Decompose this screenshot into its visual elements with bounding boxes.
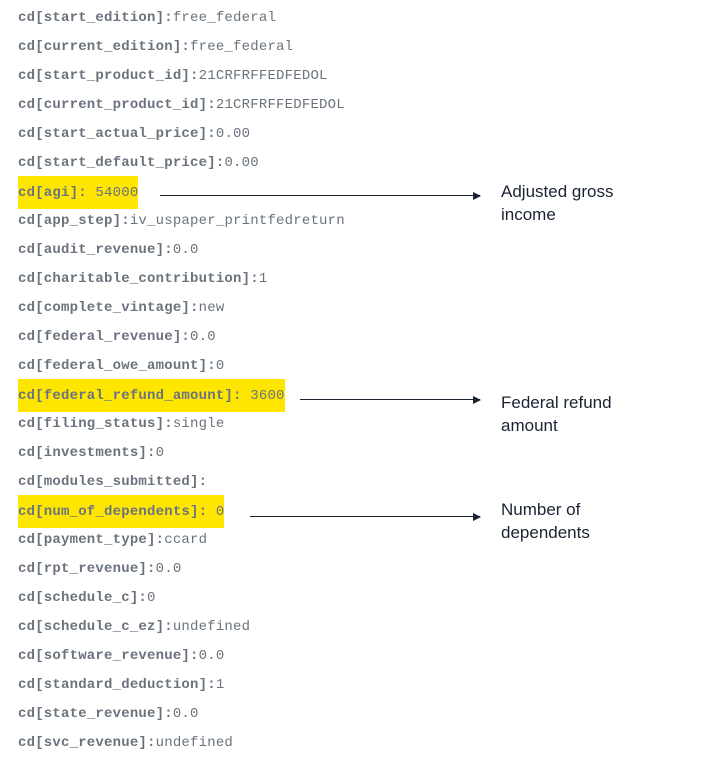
code-row: cd[federal_refund_amount]: 3600 <box>18 381 721 410</box>
code-row: cd[start_edition]: free_federal <box>18 4 721 33</box>
code-key: cd[federal_revenue]: <box>18 323 190 352</box>
code-row: cd[payment_type]: ccard <box>18 526 721 555</box>
code-row: cd[current_edition]: free_federal <box>18 33 721 62</box>
code-row: cd[schedule_c]: 0 <box>18 584 721 613</box>
code-value: single <box>173 410 225 439</box>
code-key: cd[state_revenue]: <box>18 700 173 729</box>
highlighted-entry: cd[num_of_dependents]: 0 <box>18 495 224 528</box>
code-value: 0 <box>147 584 156 613</box>
code-value: free_federal <box>190 33 293 62</box>
code-key: cd[software_revenue]: <box>18 642 199 671</box>
code-key: cd[investments]: <box>18 439 156 468</box>
code-row: cd[complete_vintage]: new <box>18 294 721 323</box>
code-key: cd[app_step]: <box>18 207 130 236</box>
code-row: cd[filing_status]: single <box>18 410 721 439</box>
code-value: undefined <box>156 729 233 758</box>
code-key: cd[current_edition]: <box>18 33 190 62</box>
code-value: free_federal <box>173 4 276 33</box>
code-row: cd[modules_submitted]: <box>18 468 721 497</box>
code-value: new <box>199 294 225 323</box>
code-key: cd[federal_refund_amount]: <box>18 388 242 404</box>
code-key: cd[standard_deduction]: <box>18 671 216 700</box>
code-value: iv_uspaper_printfedreturn <box>130 207 345 236</box>
code-key: cd[charitable_contribution]: <box>18 265 259 294</box>
code-key: cd[current_product_id]: <box>18 91 216 120</box>
code-row: cd[federal_owe_amount]: 0 <box>18 352 721 381</box>
code-value: 0.0 <box>173 236 199 265</box>
code-value: undefined <box>173 613 250 642</box>
code-row: cd[standard_deduction]: 1 <box>18 671 721 700</box>
highlighted-entry: cd[federal_refund_amount]: 3600 <box>18 379 285 412</box>
code-row: cd[svc_revenue]: undefined <box>18 729 721 758</box>
code-key: cd[agi]: <box>18 185 87 201</box>
code-value: 0 <box>216 352 225 381</box>
code-row: cd[app_step]: iv_uspaper_printfedreturn <box>18 207 721 236</box>
code-key: cd[payment_type]: <box>18 526 164 555</box>
code-row: cd[start_actual_price]: 0.00 <box>18 120 721 149</box>
code-key: cd[federal_owe_amount]: <box>18 352 216 381</box>
code-value: 0 <box>156 439 165 468</box>
code-row: cd[audit_revenue]: 0.0 <box>18 236 721 265</box>
code-key: cd[svc_revenue]: <box>18 729 156 758</box>
code-value: 0.0 <box>190 323 216 352</box>
code-row: cd[federal_revenue]: 0.0 <box>18 323 721 352</box>
code-value: 54000 <box>87 185 139 201</box>
code-value: 0.00 <box>216 120 250 149</box>
code-key: cd[audit_revenue]: <box>18 236 173 265</box>
code-row: cd[start_product_id]: 21CRFRFFEDFEDOL <box>18 62 721 91</box>
code-row: cd[num_of_dependents]: 0 <box>18 497 721 526</box>
code-key: cd[schedule_c_ez]: <box>18 613 173 642</box>
code-key: cd[start_actual_price]: <box>18 120 216 149</box>
code-row: cd[state_revenue]: 0.0 <box>18 700 721 729</box>
code-value: 1 <box>216 671 225 700</box>
code-key: cd[filing_status]: <box>18 410 173 439</box>
code-row: cd[rpt_revenue]: 0.0 <box>18 555 721 584</box>
code-key: cd[schedule_c]: <box>18 584 147 613</box>
code-value: 0.00 <box>224 149 258 178</box>
code-key: cd[start_edition]: <box>18 4 173 33</box>
code-row: cd[schedule_c_ez]: undefined <box>18 613 721 642</box>
code-key: cd[start_default_price]: <box>18 149 224 178</box>
code-value: 0 <box>207 504 224 520</box>
code-row: cd[current_product_id]: 21CRFRFFEDFEDOL <box>18 91 721 120</box>
highlighted-entry: cd[agi]: 54000 <box>18 176 138 209</box>
code-value: 21CRFRFFEDFEDOL <box>216 91 345 120</box>
code-row: cd[investments]: 0 <box>18 439 721 468</box>
code-row: cd[agi]: 54000 <box>18 178 721 207</box>
code-key: cd[complete_vintage]: <box>18 294 199 323</box>
code-list: cd[start_edition]: free_federalcd[curren… <box>0 0 721 758</box>
code-key: cd[modules_submitted]: <box>18 468 207 497</box>
code-value: ccard <box>164 526 207 555</box>
code-value: 0.0 <box>173 700 199 729</box>
code-value: 3600 <box>242 388 285 404</box>
code-row: cd[start_default_price]: 0.00 <box>18 149 721 178</box>
code-key: cd[num_of_dependents]: <box>18 504 207 520</box>
code-row: cd[charitable_contribution]: 1 <box>18 265 721 294</box>
code-row: cd[software_revenue]: 0.0 <box>18 642 721 671</box>
code-value: 1 <box>259 265 268 294</box>
code-key: cd[start_product_id]: <box>18 62 199 91</box>
code-value: 21CRFRFFEDFEDOL <box>199 62 328 91</box>
code-key: cd[rpt_revenue]: <box>18 555 156 584</box>
code-value: 0.0 <box>156 555 182 584</box>
code-value: 0.0 <box>199 642 225 671</box>
